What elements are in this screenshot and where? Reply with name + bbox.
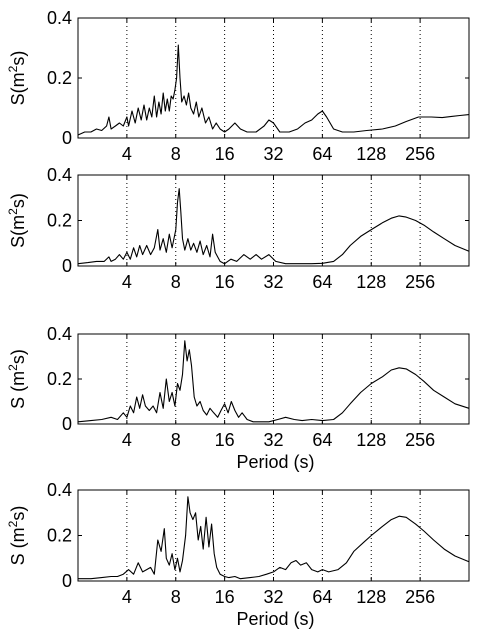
x-tick-label-8: 8 xyxy=(171,430,181,450)
y-tick-label-2: 0.4 xyxy=(47,165,72,185)
y-axis-label-sup: 2 xyxy=(6,520,20,527)
y-axis-label-part: S (m xyxy=(8,371,28,409)
x-tick-label-128: 128 xyxy=(356,430,386,450)
x-tick-label-32: 32 xyxy=(263,272,283,292)
x-axis-label: Period (s) xyxy=(236,452,314,472)
y-axis-label-part: s) xyxy=(8,506,28,521)
x-tick-label-4: 4 xyxy=(122,144,132,164)
x-tick-label-32: 32 xyxy=(263,430,283,450)
y-axis-label-sup: 2 xyxy=(6,65,20,72)
y-tick-label-1: 0.2 xyxy=(47,369,72,389)
x-axis-label: Period (s) xyxy=(236,609,314,629)
x-tick-label-16: 16 xyxy=(215,272,235,292)
y-axis-label-part: S(m xyxy=(8,215,28,248)
y-axis-label-sup: 2 xyxy=(6,208,20,215)
axes-box xyxy=(77,174,470,267)
x-tick-label-16: 16 xyxy=(215,430,235,450)
x-tick-label-8: 8 xyxy=(171,587,181,607)
chart-panel-1: 4 8 16 32 64 128 256 0 0.2 0.4 S(m2s) xyxy=(6,8,470,164)
series-line-1 xyxy=(77,44,470,136)
x-tick-label-256: 256 xyxy=(405,587,435,607)
x-tick-label-4: 4 xyxy=(122,587,132,607)
y-axis-label-sup: 2 xyxy=(6,364,20,371)
x-tick-label-256: 256 xyxy=(405,430,435,450)
y-tick-label-0: 0 xyxy=(62,256,72,276)
y-axis-label: S (m2s) xyxy=(6,349,28,409)
y-tick-label-0: 0 xyxy=(62,414,72,434)
y-axis-label-part: s) xyxy=(8,51,28,66)
y-tick-label-2: 0.4 xyxy=(47,324,72,344)
x-tick-label-32: 32 xyxy=(263,144,283,164)
series-line-1 xyxy=(77,188,470,265)
x-tick-label-64: 64 xyxy=(312,272,332,292)
x-tick-label-64: 64 xyxy=(312,144,332,164)
x-tick-label-128: 128 xyxy=(356,587,386,607)
x-tick-label-32: 32 xyxy=(263,587,283,607)
y-axis-label: S (m2s) xyxy=(6,506,28,566)
x-tick-label-64: 64 xyxy=(312,430,332,450)
y-axis-label-part: s) xyxy=(8,349,28,364)
y-axis-label-part: S (m xyxy=(8,527,28,565)
series-line-1 xyxy=(77,340,470,423)
y-tick-label-1: 0.2 xyxy=(47,526,72,546)
x-tick-label-128: 128 xyxy=(356,272,386,292)
series-line-1 xyxy=(78,496,470,580)
x-tick-label-16: 16 xyxy=(215,587,235,607)
x-tick-label-256: 256 xyxy=(405,144,435,164)
y-tick-label-2: 0.4 xyxy=(47,480,72,500)
y-tick-label-0: 0 xyxy=(62,571,72,591)
x-tick-label-16: 16 xyxy=(215,144,235,164)
y-tick-label-1: 0.2 xyxy=(47,211,72,231)
chart-panel-4: 4 8 16 32 64 128 256 0 0.2 0.4 S (m2s) Period (s) xyxy=(6,480,470,629)
y-axis-label-part: S(m xyxy=(8,72,28,105)
chart-panel-2: 4 8 16 32 64 128 256 0 0.2 0.4 S(m2s) xyxy=(6,165,470,292)
x-tick-label-8: 8 xyxy=(171,272,181,292)
x-tick-label-8: 8 xyxy=(171,144,181,164)
x-tick-label-4: 4 xyxy=(122,272,132,292)
y-tick-label-1: 0.2 xyxy=(47,68,72,88)
y-axis-label: S(m2s) xyxy=(6,193,28,248)
x-tick-label-64: 64 xyxy=(312,587,332,607)
x-tick-label-4: 4 xyxy=(122,430,132,450)
y-axis-label-part: s) xyxy=(8,193,28,208)
x-tick-label-128: 128 xyxy=(356,144,386,164)
chart-panel-3: 4 8 16 32 64 128 256 0 0.2 0.4 S (m2s) Period (s) xyxy=(6,324,470,472)
y-axis-label: S(m2s) xyxy=(6,51,28,106)
y-tick-label-2: 0.4 xyxy=(47,8,72,28)
x-tick-label-256: 256 xyxy=(405,272,435,292)
y-tick-label-0: 0 xyxy=(62,128,72,148)
